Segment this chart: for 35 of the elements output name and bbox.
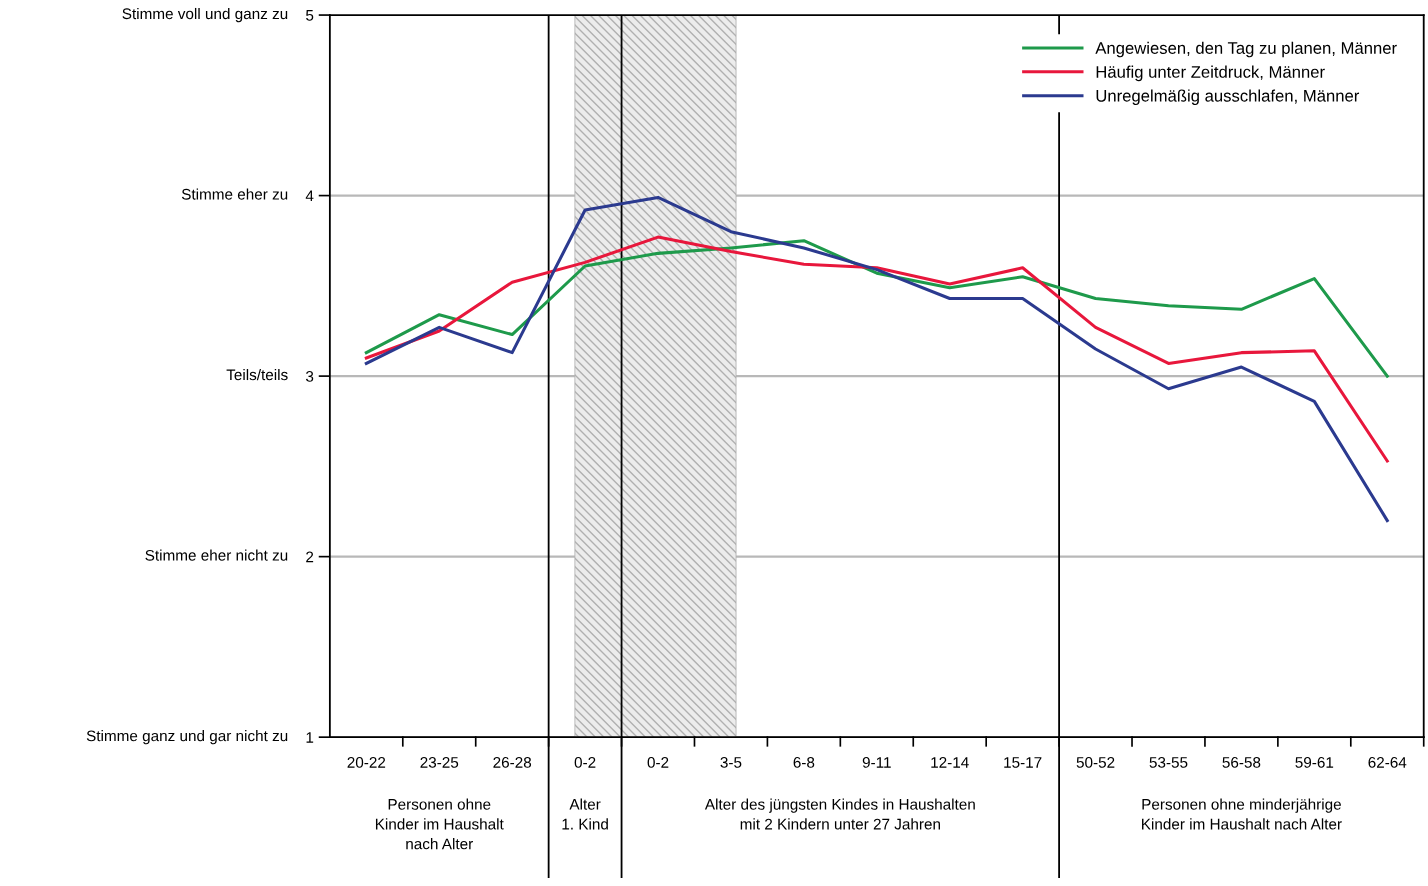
x-tick-label: 3-5	[720, 757, 742, 768]
x-tick-label: 6-8	[793, 757, 815, 768]
x-tick-label: 50-52	[1076, 757, 1115, 768]
x-tick-label: 53-55	[1149, 757, 1188, 768]
x-tick-label: 15-17	[1004, 757, 1042, 768]
y-tick-label: 2	[306, 551, 314, 563]
x-tick-label: 62-64	[1368, 757, 1407, 768]
legend-label: Angewiesen, den Tag zu planen, Männer	[1095, 41, 1397, 58]
x-tick-label: 20-22	[347, 757, 386, 768]
x-tick-label: 9-11	[862, 757, 891, 768]
y-tick-label: 4	[305, 190, 314, 202]
x-tick-label: 59-61	[1295, 757, 1334, 768]
x-tick-label: 12-14	[931, 757, 969, 768]
text: Stimme eher nicht zu	[145, 549, 288, 561]
text: Personen ohne minderjährige Kinder im Haushalt nach Alter	[1142, 798, 1342, 830]
text: Stimme ganz und gar nicht zu	[86, 730, 288, 745]
x-tick-label: 26-28	[493, 757, 532, 768]
line-series	[364, 239, 1389, 378]
x-tick-label: 23-25	[420, 757, 459, 768]
text: Teils/teils	[226, 368, 288, 381]
text: Stimme voll und ganz zu	[122, 7, 288, 23]
x-tick-label: 0-2	[574, 757, 596, 768]
y-tick-label: 1	[306, 732, 314, 743]
line-series	[364, 195, 1389, 523]
legend-label: Häufig unter Zeitdruck, Männer	[1096, 65, 1325, 82]
y-tick-label: 3	[305, 370, 314, 382]
y-tick-label: 5	[306, 10, 314, 21]
text: Alter 1. Kind	[562, 798, 608, 830]
legend-label: Unregelmäßig ausschlafen, Männer	[1096, 89, 1360, 105]
text: Personen ohne Kinder im Haushalt nach Alter	[375, 798, 504, 850]
line-series	[364, 235, 1389, 463]
x-tick-label: 56-58	[1222, 757, 1261, 768]
x-tick-label: 0-2	[647, 757, 669, 768]
text: Alter des jüngsten Kindes in Haushalten mit 2 Kindern unter 27 Jahren	[704, 798, 975, 830]
text: Stimme eher zu	[181, 188, 288, 200]
